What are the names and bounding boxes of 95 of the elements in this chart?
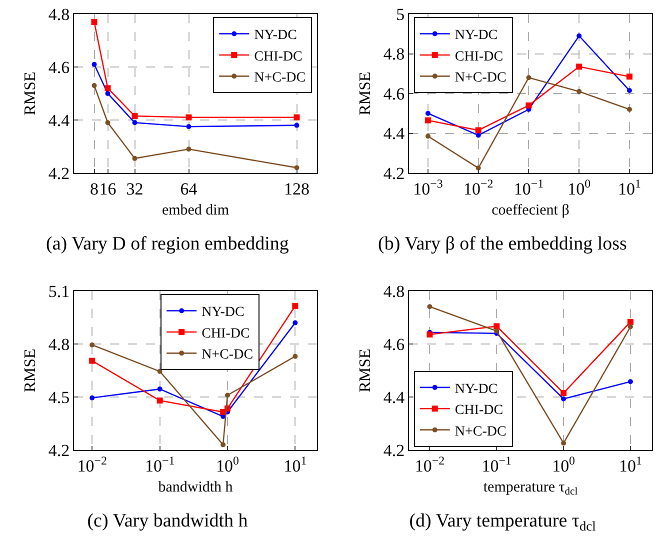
y-tick-label: 5 (396, 4, 405, 24)
legend-label: NY-DC (254, 28, 297, 44)
x-tick-label: 10$^{−2}$ (77, 453, 107, 476)
point (560, 390, 567, 396)
point (104, 85, 111, 92)
text: (c) Vary bandwidth h (87, 510, 248, 532)
x-tick-label: 10$^{0}$ (216, 453, 240, 476)
point (132, 113, 138, 120)
x-tick-label: 64 (180, 179, 198, 198)
legend-label: NY-DC (454, 382, 498, 397)
point (494, 323, 500, 330)
y-tick-label: 4.2 (383, 440, 405, 460)
legend-label: CHI-DC (254, 49, 302, 64)
y-tick-label: 4.6 (48, 58, 70, 77)
point (105, 120, 110, 126)
point (526, 75, 532, 80)
point (424, 117, 431, 124)
y-tick-label: 4.8 (48, 4, 70, 24)
y-tick-label: 4.8 (383, 44, 405, 64)
y-tick-label: 4.4 (383, 124, 406, 144)
y-tick-label: 4.8 (383, 282, 405, 301)
point (628, 379, 633, 384)
point (186, 114, 192, 120)
x-tick-label: 10$^{0}$ (552, 453, 576, 476)
legend-label: N+C-DC (454, 70, 506, 86)
y-tick-label: 4.6 (383, 334, 405, 354)
legend-label: N+C-DC (254, 70, 306, 86)
legend-label: CHI-DC (454, 49, 504, 64)
point (627, 319, 634, 325)
point (626, 88, 632, 94)
point (626, 74, 632, 80)
legend-label: CHI-DC (454, 403, 504, 418)
point (294, 114, 300, 120)
legend-label: NY-DC (454, 28, 498, 44)
text: (d) Vary temperature τ$_{dcl}$ (409, 510, 596, 534)
legend-label: NY-DC (202, 305, 244, 320)
point (628, 324, 633, 330)
point (425, 110, 430, 116)
point (427, 304, 432, 310)
y-axis-title: RMSE (22, 348, 40, 392)
point (92, 83, 97, 88)
text: (a) Vary D of region embedding (46, 234, 290, 255)
point (576, 33, 582, 38)
point (91, 18, 98, 25)
point (294, 122, 300, 128)
point (426, 331, 433, 338)
y-tick-label: 4.6 (383, 84, 405, 104)
x-tick-label: 10$^{1}$ (618, 453, 642, 476)
point (475, 127, 482, 134)
y-tick-label: 4.2 (48, 164, 70, 183)
point (576, 89, 582, 94)
x-tick-label: 10$^{1}$ (284, 453, 307, 476)
x-tick-label: 10$^{−1}$ (482, 453, 512, 476)
point (576, 64, 582, 70)
legend-label: CHI-DC (202, 326, 250, 342)
y-tick-label: 4.4 (48, 110, 70, 130)
y-tick-label: 4.4 (383, 388, 406, 407)
x-tick-label: 32 (126, 179, 144, 198)
x-axis-title: temperature τ$_{dcl}$ (483, 479, 578, 498)
x-tick-label: 10$^{−2}$ (414, 453, 445, 476)
x-tick-label: 10$^{−1}$ (514, 176, 544, 198)
point (186, 124, 192, 130)
x-tick-label: 16 (99, 179, 116, 198)
y-axis-title: RMSE (357, 348, 374, 392)
point (186, 146, 192, 152)
x-tick-label: 10$^{1}$ (618, 176, 641, 198)
point (626, 106, 632, 112)
x-axis-title: embed dim (162, 202, 230, 218)
x-tick-label: 8 (90, 179, 98, 198)
point (105, 91, 110, 96)
y-tick-label: 4.8 (48, 334, 70, 354)
point (561, 440, 566, 446)
y-tick-label: 5.1 (48, 282, 70, 301)
y-tick-label: 4.2 (48, 440, 70, 460)
legend-label: N+C-DC (202, 348, 254, 363)
y-axis-title: RMSE (357, 72, 374, 116)
point (476, 166, 481, 171)
x-axis-title: coeffecient β (492, 202, 570, 218)
point (132, 156, 138, 161)
x-axis-title: bandwidth h (158, 479, 234, 496)
x-tick-label: 10$^{−3}$ (413, 176, 443, 198)
text: (b) Vary β of the embedding loss (378, 234, 627, 255)
x-tick-label: 10$^{−1}$ (144, 453, 175, 476)
point (132, 120, 138, 126)
y-tick-label: 4.5 (48, 388, 70, 407)
x-tick-label: 10$^{0}$ (568, 176, 591, 198)
x-tick-label: 10$^{−2}$ (464, 176, 494, 198)
point (561, 396, 566, 402)
y-axis-title: RMSE (22, 72, 40, 116)
x-tick-label: 128 (284, 179, 310, 198)
point (92, 62, 97, 67)
y-tick-label: 4.2 (383, 164, 405, 183)
point (526, 102, 532, 108)
legend-label: N+C-DC (454, 424, 506, 440)
point (425, 134, 430, 139)
